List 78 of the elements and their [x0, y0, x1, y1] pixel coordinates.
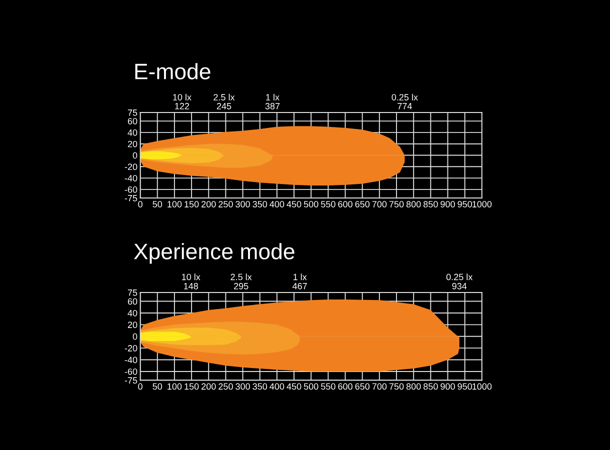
x2-tick-label: 934 [452, 282, 467, 290]
text: 2.5 lx [230, 274, 252, 280]
y-tick-label: -40 [124, 175, 138, 182]
y-tick-label: -75 [124, 377, 138, 384]
x-tick-label: 1000 [472, 201, 492, 208]
y-tick-label: 0 [132, 333, 138, 340]
x-tick-label: 650 [355, 201, 370, 208]
x-tick-label: 850 [424, 383, 438, 390]
x2-tick-label: 387 [265, 102, 280, 110]
x-tick-label: 800 [406, 201, 421, 208]
y-tick-label: 40 [128, 310, 138, 316]
x2-tick-label: 148 [184, 282, 198, 290]
x-tick-label: 600 [338, 201, 352, 208]
y-tick-label: 20 [128, 140, 138, 148]
x-tick-label: 350 [252, 383, 268, 390]
x-tick-label: 50 [152, 201, 162, 208]
y-tick-label: 60 [128, 118, 138, 124]
chart-title: E-mode [135, 63, 210, 80]
x-tick-label: 250 [218, 201, 233, 208]
y-tick-label: -20 [124, 345, 138, 352]
x-tick-label: 100 [168, 201, 182, 208]
text: 0.25 lx [446, 274, 473, 280]
chart-title: Xperience mode [134, 243, 294, 264]
x-tick-label: 450 [286, 201, 302, 208]
x-tick-label: 700 [372, 383, 387, 390]
y-tick-label: -60 [124, 368, 138, 375]
y-tick-label: 60 [128, 298, 138, 305]
y-tick-label: -40 [124, 356, 138, 364]
y-tick-label: 20 [128, 322, 138, 328]
text: 1 lx [293, 274, 307, 280]
x-tick-label: 900 [440, 383, 455, 390]
x2-tick-label: 122 [175, 102, 190, 110]
y-tick-label: 75 [128, 110, 138, 116]
x-tick-label: 850 [424, 201, 438, 208]
x-tick-label: 300 [236, 383, 250, 390]
x-tick-label: 200 [202, 383, 216, 390]
y-tick-label: 40 [128, 129, 138, 136]
text: 10 lx [182, 274, 200, 280]
x-tick-label: 400 [270, 201, 284, 208]
text: 1 lx [266, 94, 280, 100]
x-tick-label: 700 [372, 201, 387, 208]
x-tick-label: 650 [355, 383, 370, 390]
x2-tick-label: 774 [398, 103, 412, 110]
x-tick-label: 550 [321, 201, 336, 208]
x2-tick-label: 245 [216, 102, 232, 110]
x-tick-label: 800 [406, 383, 421, 390]
x-tick-label: 0 [138, 201, 142, 208]
text: 10 lx [173, 94, 192, 100]
x-tick-label: 500 [304, 383, 318, 390]
y-tick-label: 0 [132, 152, 138, 159]
y-tick-label: -75 [124, 195, 138, 202]
y-tick-label: -20 [124, 164, 138, 170]
x-tick-label: 500 [304, 201, 318, 208]
text: 0.25 lx [392, 94, 418, 100]
x-tick-label: 600 [338, 383, 352, 390]
x-tick-label: 50 [152, 383, 162, 390]
y-tick-label: -60 [124, 186, 138, 193]
x-tick-label: 0 [138, 383, 142, 390]
text: 2.5 lx [214, 94, 235, 100]
x-tick-label: 200 [202, 201, 216, 208]
x-tick-label: 300 [236, 201, 250, 208]
x-tick-label: 950 [458, 383, 472, 390]
x-tick-label: 1000 [472, 383, 492, 390]
x-tick-label: 450 [286, 383, 302, 390]
x-tick-label: 100 [168, 383, 182, 390]
x-tick-label: 250 [218, 383, 233, 390]
x-tick-label: 400 [270, 383, 284, 390]
x-tick-label: 950 [458, 201, 472, 208]
y-tick-label: 75 [128, 290, 138, 296]
x-tick-label: 550 [321, 383, 336, 390]
x-tick-label: 350 [252, 201, 268, 208]
x-tick-label: 750 [389, 201, 404, 208]
x2-tick-label: 295 [234, 282, 248, 290]
x-tick-label: 750 [389, 383, 404, 390]
x-tick-label: 150 [184, 201, 199, 208]
x2-tick-label: 467 [292, 282, 307, 290]
x-tick-label: 900 [440, 201, 455, 208]
x-tick-label: 150 [184, 383, 199, 390]
